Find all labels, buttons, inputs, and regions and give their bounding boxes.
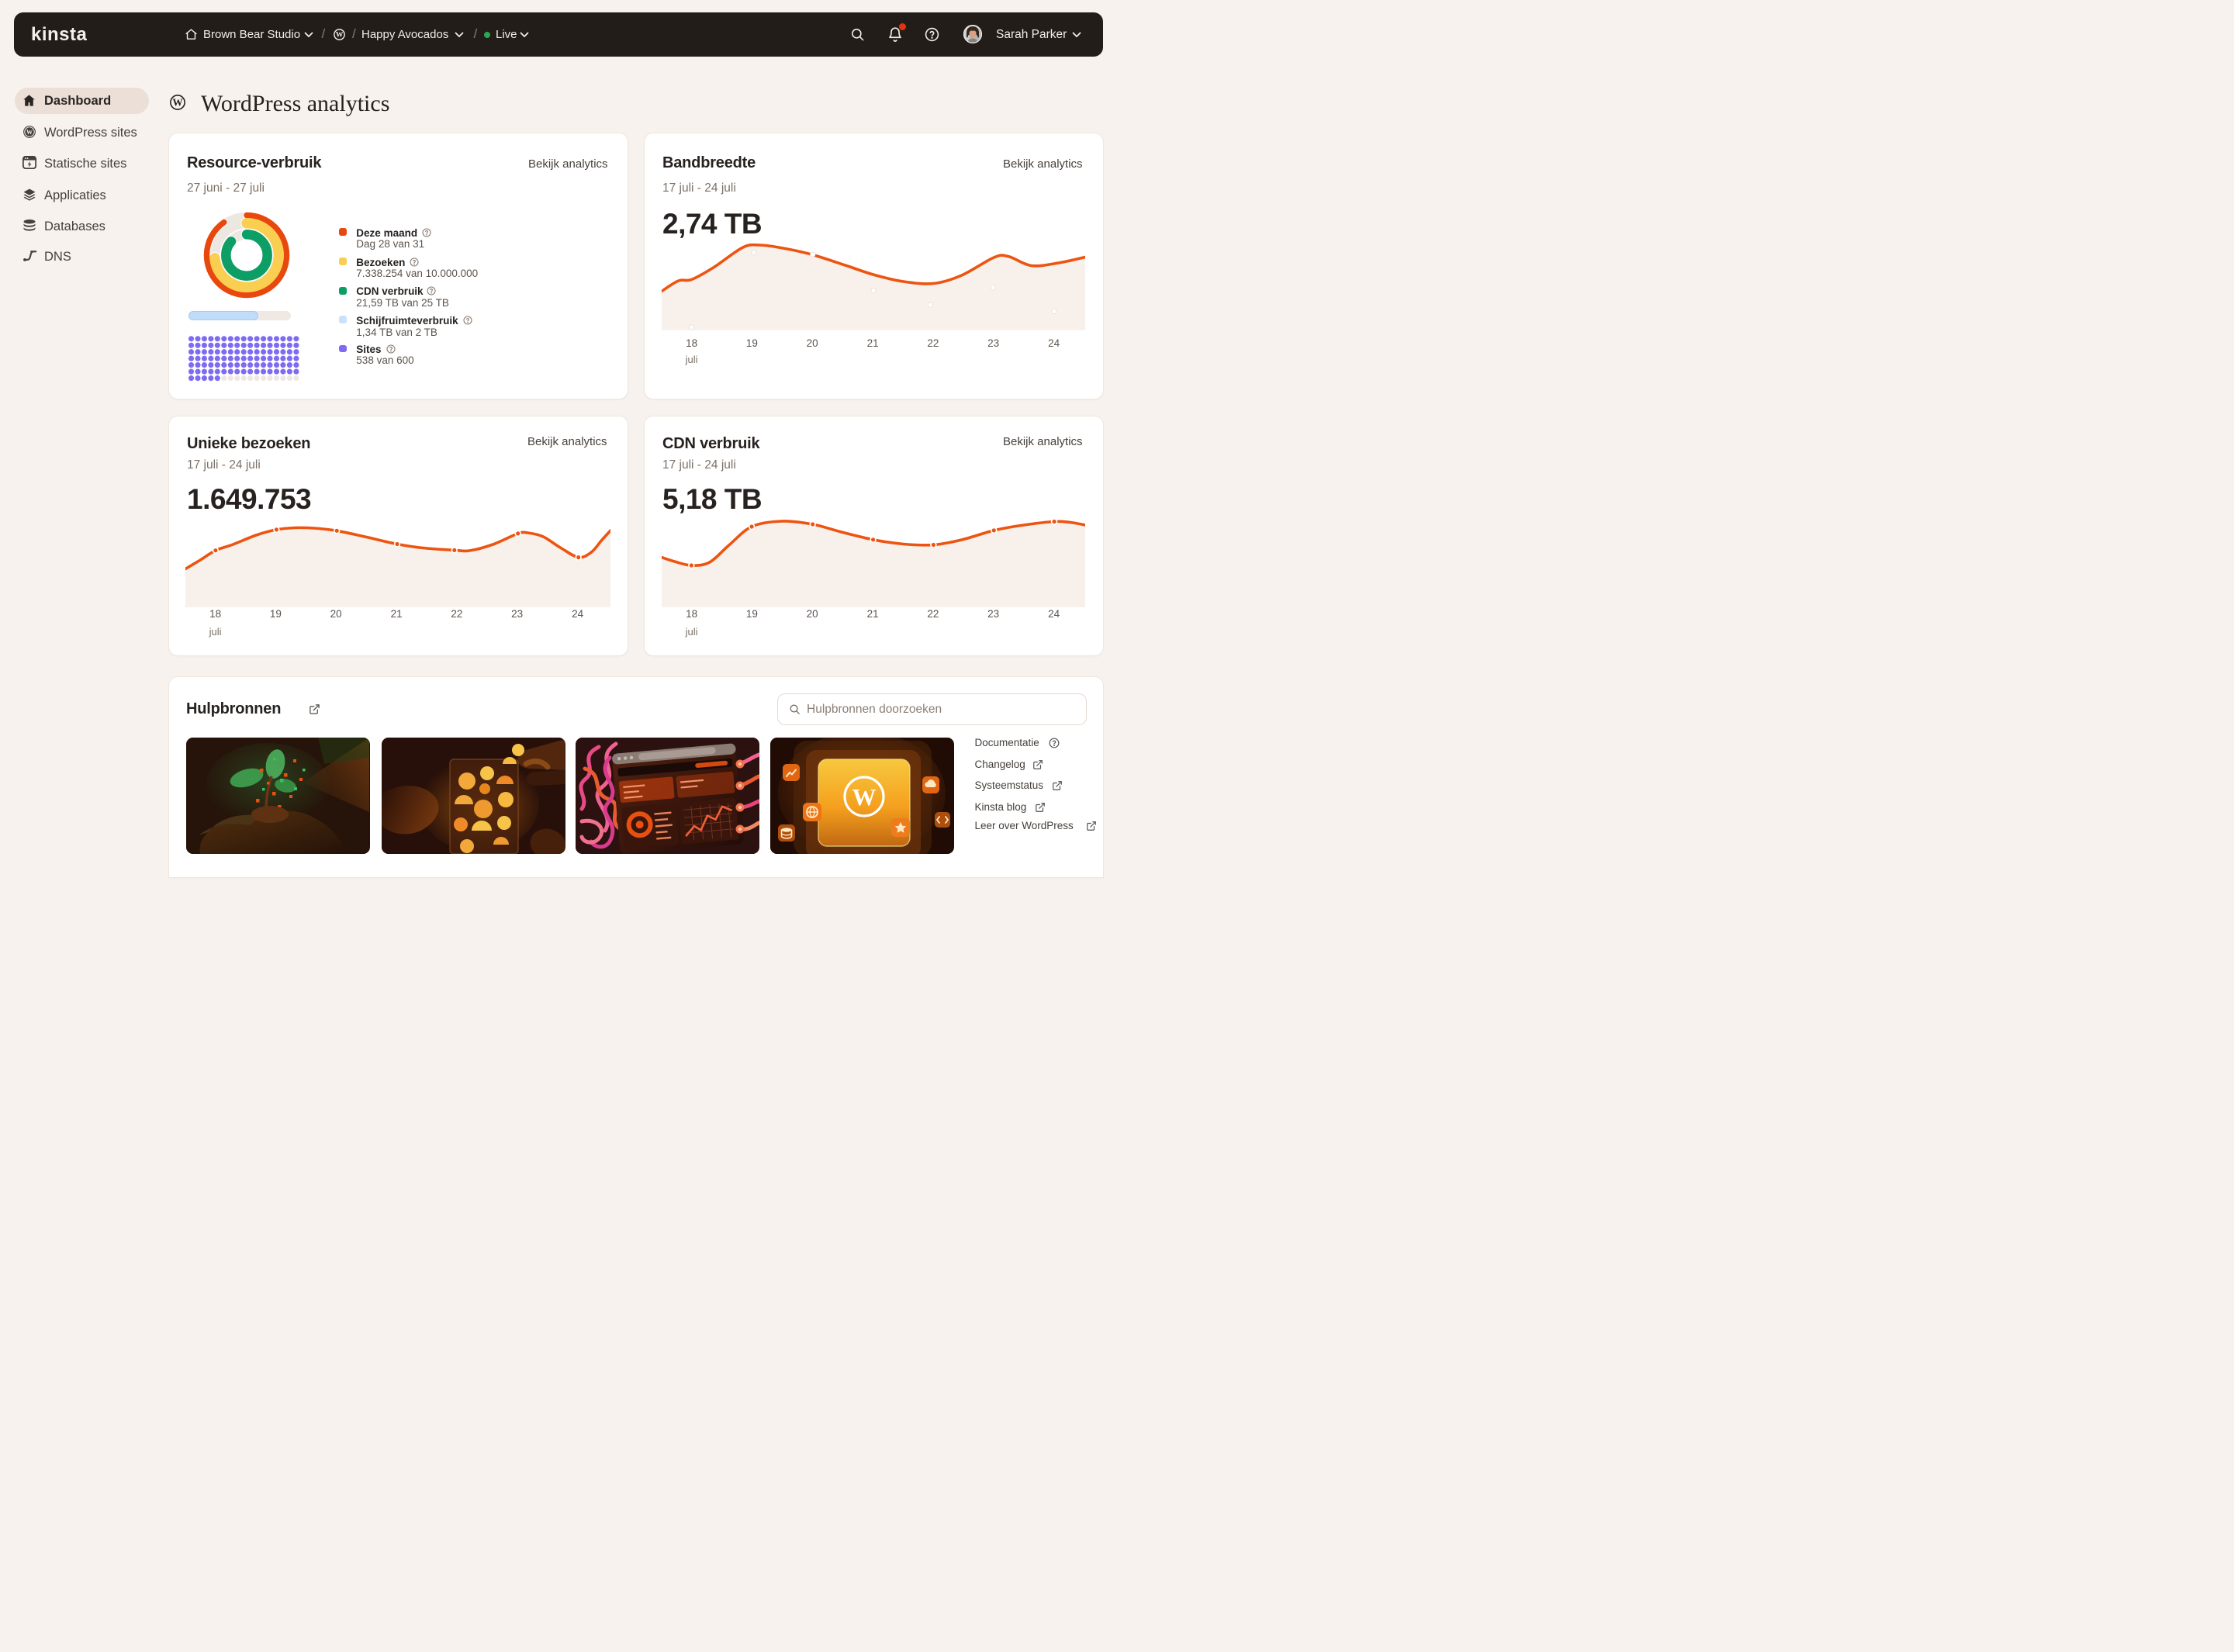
- svg-text:W: W: [26, 128, 33, 135]
- svg-text:W: W: [335, 30, 343, 39]
- svg-text:W: W: [172, 96, 183, 108]
- svg-text:W: W: [852, 783, 877, 810]
